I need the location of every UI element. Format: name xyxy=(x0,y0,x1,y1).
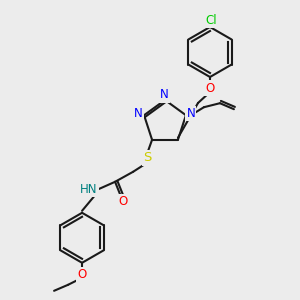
Text: HN: HN xyxy=(80,183,98,196)
Text: N: N xyxy=(187,107,195,120)
Text: N: N xyxy=(134,107,142,120)
Text: O: O xyxy=(118,195,128,208)
Text: O: O xyxy=(206,82,214,94)
Text: S: S xyxy=(143,151,151,164)
Text: O: O xyxy=(77,268,87,281)
Text: Cl: Cl xyxy=(205,14,217,26)
Text: N: N xyxy=(160,88,168,101)
